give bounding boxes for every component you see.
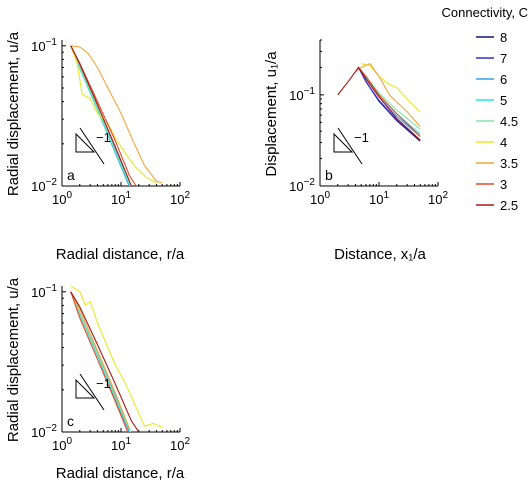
x-tick-label-exp: 1 (125, 190, 131, 201)
series-group (337, 63, 421, 142)
slope-line (79, 127, 105, 165)
x-tick-label-exp: 0 (324, 190, 330, 201)
legend-label-3.5: 3.5 (500, 156, 518, 171)
x-tick-label-base: 10 (52, 438, 66, 453)
series-group (70, 285, 163, 432)
x-tick-label: 101 (369, 190, 389, 207)
x-tick-label: 102 (170, 190, 190, 207)
y-axis-label: Radial displacement, u/a (5, 277, 22, 442)
y-tick-label-exp: −1 (46, 37, 58, 48)
slope-line (337, 127, 363, 165)
series-line-C3.5 (70, 45, 163, 184)
x-axis-label: Radial distance, r/a (56, 246, 185, 263)
x-tick-label-base: 10 (111, 438, 125, 453)
x-tick-label-exp: 2 (442, 190, 448, 201)
y-tick-label: 10−2 (31, 423, 57, 440)
series-line-C4.5 (70, 291, 132, 432)
series-line-C3.5 (70, 291, 131, 430)
series-line-C4 (361, 63, 421, 113)
x-tick-label-base: 10 (310, 192, 324, 207)
legend-label-5: 5 (500, 93, 507, 108)
x-tick-label-base: 10 (428, 192, 442, 207)
x-tick-label: 100 (52, 436, 72, 453)
slope-label: −1 (96, 130, 111, 145)
series-line-C4.5 (70, 45, 132, 186)
x-tick-label: 102 (170, 436, 190, 453)
series-line-C3 (358, 67, 421, 137)
series-line-C4 (70, 285, 163, 428)
x-tick-label: 100 (310, 190, 330, 207)
series-line-C2.5 (337, 66, 421, 141)
legend: Connectivity, C 8 7 6 5 4.5 4 3.5 3 2.5 (442, 5, 528, 213)
series-line-C2.5 (70, 45, 132, 186)
x-tick-label-exp: 0 (66, 190, 72, 201)
x-tick-label: 100 (52, 190, 72, 207)
panel-label: b (325, 167, 333, 183)
y-axis-label: Radial displacement, u/a (5, 31, 22, 196)
x-tick-label: 102 (428, 190, 448, 207)
x-tick-label-base: 10 (170, 192, 184, 207)
y-tick-label-exp: −2 (304, 177, 316, 188)
legend-label-8: 8 (500, 30, 507, 45)
y-tick-label-exp: −1 (46, 283, 58, 294)
y-tick-label-base: 10 (31, 285, 45, 300)
x-tick-label-exp: 2 (184, 436, 190, 447)
y-tick-label: 10−2 (289, 177, 315, 194)
x-tick-label-exp: 1 (125, 436, 131, 447)
y-tick-label: 10−1 (31, 37, 57, 54)
slope-label: −1 (96, 376, 111, 391)
series-line-C4.5 (358, 67, 421, 130)
panel-label: c (67, 413, 74, 429)
legend-label-4: 4 (500, 135, 507, 150)
y-tick-label: 10−1 (289, 86, 315, 103)
series-line-C2.5 (70, 291, 140, 432)
series-line-C3.5 (355, 63, 421, 127)
x-tick-label-base: 10 (111, 192, 125, 207)
y-tick-label-base: 10 (31, 39, 45, 54)
y-tick-label-exp: −2 (46, 423, 58, 434)
x-tick-label: 101 (111, 436, 131, 453)
legend-title: Connectivity, C (442, 5, 528, 20)
y-tick-label-exp: −1 (304, 86, 316, 97)
y-tick-label-base: 10 (31, 425, 45, 440)
x-tick-label-base: 10 (52, 192, 66, 207)
y-axis-label: Displacement, u₁/a (263, 51, 280, 177)
series-line-C5 (358, 67, 421, 135)
x-tick-label-exp: 2 (184, 190, 190, 201)
x-tick-label-base: 10 (369, 192, 383, 207)
legend-label-7: 7 (500, 51, 507, 66)
x-tick-label-exp: 0 (66, 436, 72, 447)
slope-triangle (75, 132, 96, 153)
y-tick-label-base: 10 (289, 88, 303, 103)
x-axis-label: Distance, x₁/a (334, 246, 426, 263)
legend-label-4.5: 4.5 (500, 114, 518, 129)
x-axis-label: Radial distance, r/a (56, 465, 185, 482)
legend-label-6: 6 (500, 72, 507, 87)
series-line-C3 (70, 291, 129, 432)
slope-line (79, 373, 105, 411)
panel-label: a (67, 167, 75, 183)
y-tick-label-base: 10 (31, 179, 45, 194)
slope-label: −1 (354, 130, 369, 145)
y-tick-label: 10−2 (31, 177, 57, 194)
slope-triangle (333, 132, 354, 153)
legend-label-2.5: 2.5 (500, 198, 518, 213)
slope-triangle (75, 378, 96, 399)
legend-label-3: 3 (500, 177, 507, 192)
y-tick-label-exp: −2 (46, 177, 58, 188)
x-tick-label: 101 (111, 190, 131, 207)
series-group (70, 45, 163, 186)
x-tick-label-exp: 1 (383, 190, 389, 201)
y-tick-label: 10−1 (31, 283, 57, 300)
y-tick-label-base: 10 (289, 179, 303, 194)
x-tick-label-base: 10 (170, 438, 184, 453)
series-line-C7 (358, 67, 421, 141)
